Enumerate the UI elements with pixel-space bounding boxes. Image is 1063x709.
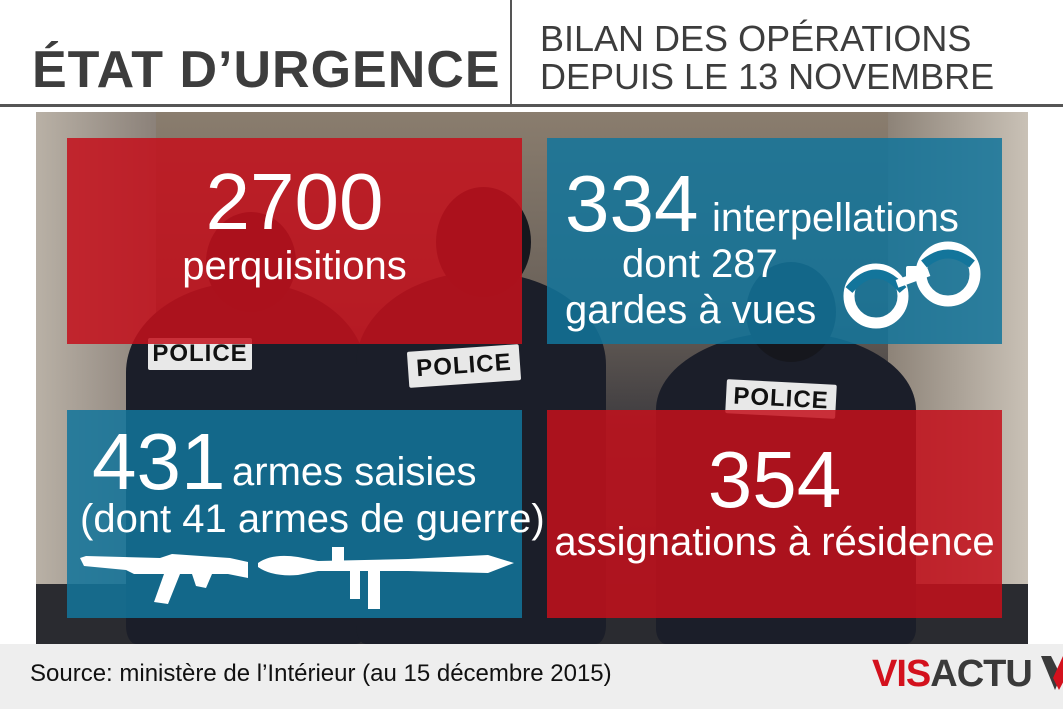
interpellations-line3: gardes à vues [565,288,817,332]
perquisitions-number: 2700 [205,157,384,246]
assignations-label: assignations à résidence [554,520,995,564]
assignations-number: 354 [707,435,842,524]
visactu-logo: VISACTU [872,653,1063,696]
armes-label: armes saisies [232,450,477,494]
panel-perquisitions [67,138,522,344]
header: ÉTAT D’URGENCE BILAN DES OPÉRATIONS DEPU… [0,0,1063,108]
panel-armes [67,410,522,618]
interpellations-line2: dont 287 [622,242,778,286]
rifle-icon [80,554,248,604]
page-title: ÉTAT D’URGENCE [32,41,501,99]
armes-line2: (dont 41 armes de guerre) [80,497,545,541]
logo-vis: VIS [872,653,931,695]
footer [0,644,1063,709]
header-rule [0,104,1063,107]
interpellations-label: interpellations [712,196,959,240]
subtitle-line-1: BILAN DES OPÉRATIONS [540,18,972,59]
page-subtitle: BILAN DES OPÉRATIONS DEPUIS LE 13 NOVEMB… [540,20,994,96]
logo-actu: ACTU [930,653,1033,695]
handcuffs-icon [843,241,981,329]
interpellations-number: 334 [565,159,699,248]
rocket-launcher-icon [258,547,514,609]
panel-assignations [547,410,1002,618]
subtitle-line-2: DEPUIS LE 13 NOVEMBRE [540,56,995,97]
header-divider [510,0,512,105]
source-note: Source: ministère de l’Intérieur (au 15 … [30,660,612,687]
logo-mark-icon [1041,656,1063,690]
perquisitions-label: perquisitions [182,244,407,288]
panel-interpellations [547,138,1002,344]
armes-number: 431 [92,417,226,506]
